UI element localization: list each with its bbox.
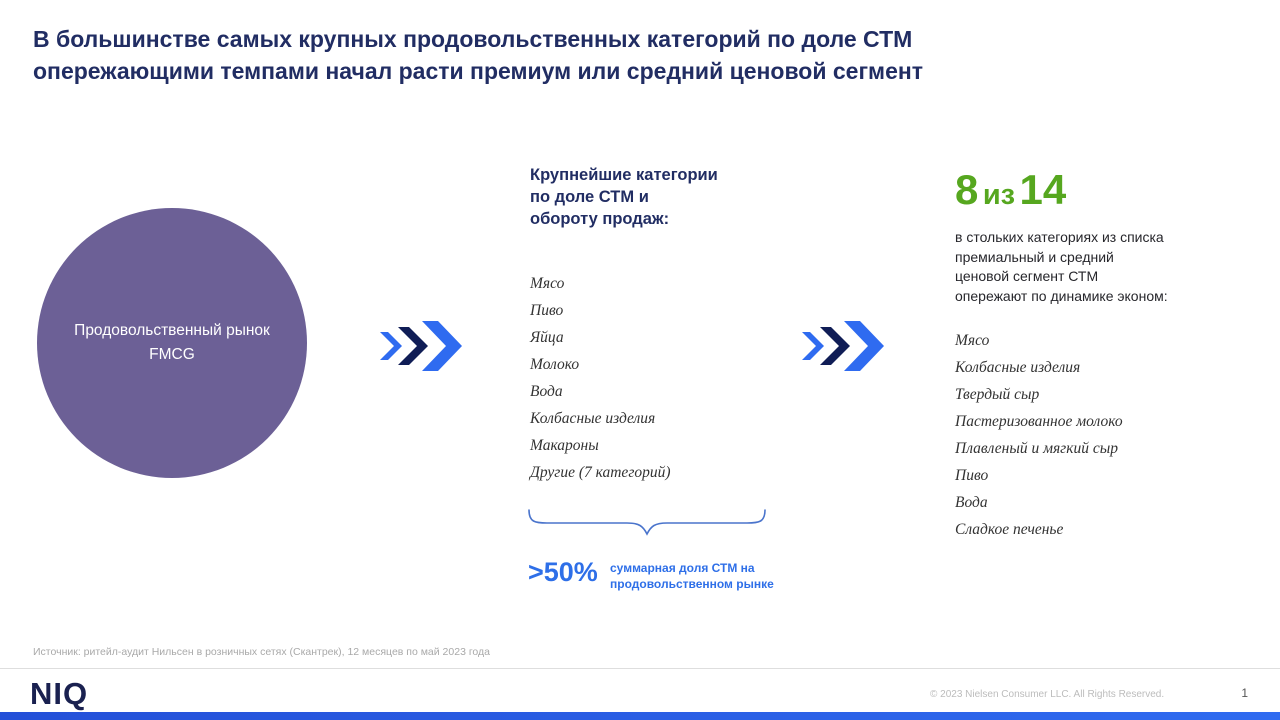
stat-50-percent: >50% (528, 557, 598, 587)
list-item: Пиво (955, 467, 989, 484)
stat-50-caption: суммарная доля СТМ на продовольственном … (610, 561, 774, 592)
circle-label: Продовольственный рынок FMCG (74, 321, 270, 363)
flow-arrow-icon (802, 321, 884, 371)
flow-arrow-icon (380, 321, 462, 371)
list-item: Мясо (955, 332, 990, 349)
right-description: в стольких категориях из списка премиаль… (955, 229, 1168, 304)
list-item: Другие (7 категорий) (530, 464, 671, 481)
page-number: 1 (1241, 686, 1248, 700)
middle-column-heading-block: Крупнейшие категории по доле СТМ и оборо… (530, 165, 790, 230)
bottom-accent-bar (0, 712, 1280, 720)
list-item: Сладкое печенье (955, 521, 1064, 538)
list-item: Колбасные изделия (530, 410, 656, 427)
underbrace-icon (528, 509, 766, 536)
list-item: Колбасные изделия (955, 359, 1081, 376)
list-item: Молоко (530, 356, 580, 373)
list-item: Вода (530, 383, 563, 400)
niq-logo: NIQ (30, 676, 89, 711)
list-item: Яйца (530, 329, 564, 346)
fmcg-market-circle: Продовольственный рынок FMCG (37, 208, 307, 478)
stat-14: 14 (1019, 166, 1067, 213)
stat-8-of-14: 8 из 14 (955, 166, 1066, 214)
source-footnote: Источник: ритейл-аудит Нильсен в розничн… (33, 646, 491, 658)
stat-8: 8 (955, 166, 979, 213)
category-list-left: Мясо Пиво Яйца Молоко Вода Колбасные изд… (530, 270, 671, 486)
copyright-text: © 2023 Nielsen Consumer LLC. All Rights … (930, 689, 1165, 700)
list-item: Вода (955, 494, 988, 511)
list-item: Мясо (530, 275, 565, 292)
middle-heading: Крупнейшие категории по доле СТМ и оборо… (530, 166, 718, 228)
list-item: Твердый сыр (955, 386, 1040, 403)
slide-title: В большинстве самых крупных продовольств… (33, 26, 924, 84)
category-list-right: Мясо Колбасные изделия Твердый сыр Пасте… (955, 327, 1123, 543)
list-item: Плавленый и мягкий сыр (955, 440, 1118, 457)
list-item: Пастеризованное молоко (955, 413, 1123, 430)
footer-divider (0, 668, 1280, 669)
stat-of: из (982, 179, 1016, 211)
list-item: Макароны (530, 437, 599, 454)
list-item: Пиво (530, 302, 564, 319)
